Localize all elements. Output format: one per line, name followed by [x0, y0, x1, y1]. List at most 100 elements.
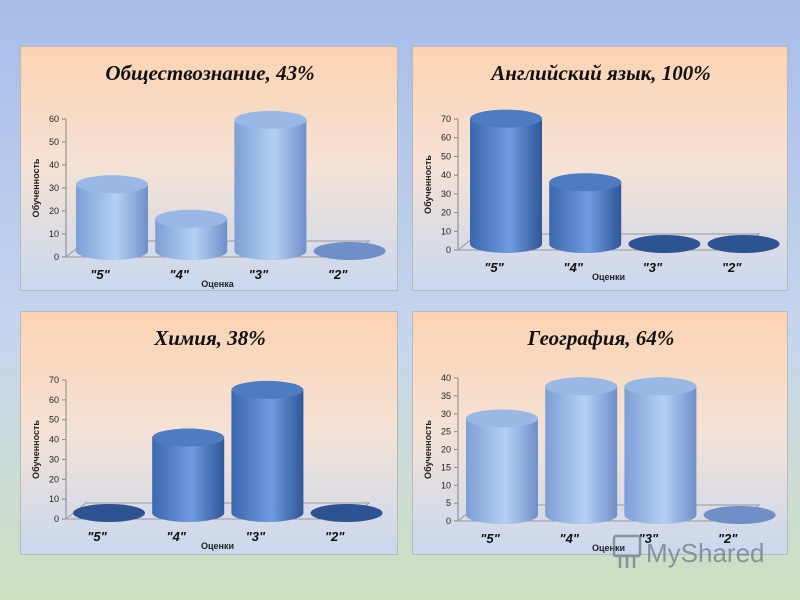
- x-tick-label: "3": [246, 529, 266, 544]
- bar-zero-disc: [628, 235, 701, 253]
- bar-body: [549, 182, 622, 253]
- bar-top: [624, 377, 697, 396]
- presentation-icon: [612, 534, 642, 568]
- y-tick-label: 20: [441, 208, 451, 218]
- y-tick-label: 20: [441, 445, 451, 455]
- bar: [624, 377, 697, 524]
- y-axis-label: Обученность: [31, 420, 41, 479]
- watermark: MyShared: [612, 534, 765, 568]
- bar: [234, 110, 307, 261]
- x-axis-label: Оценки: [592, 272, 625, 282]
- y-axis-label: Обученность: [423, 155, 433, 214]
- bar-body: [234, 119, 307, 261]
- chart-title: Английский язык, 100%: [489, 61, 711, 85]
- y-tick-label: 5: [446, 498, 451, 508]
- y-tick-label: 60: [441, 133, 451, 143]
- bar-top: [76, 175, 148, 194]
- y-tick-label: 10: [441, 226, 451, 236]
- x-tick-label: "5": [480, 531, 500, 546]
- y-tick-label: 20: [49, 474, 59, 484]
- bar-body: [76, 184, 148, 260]
- y-tick-label: 10: [49, 494, 59, 504]
- bar-top: [545, 377, 618, 396]
- chart-title: География, 64%: [527, 326, 675, 350]
- chart-svg-geography: География, 64% 0 5 10 15 20 25 30 35 40 Обученност…: [423, 326, 776, 553]
- x-tick-label: "5": [484, 260, 504, 275]
- bar: [152, 428, 225, 522]
- bar-zero-disc: [707, 235, 780, 253]
- bar: [313, 242, 386, 260]
- bar-body: [545, 386, 618, 524]
- bar-body: [152, 437, 225, 522]
- y-tick-label: 0: [446, 516, 451, 526]
- y-tick-label: 10: [49, 229, 59, 239]
- y-tick-label: 30: [441, 189, 451, 199]
- bar: [310, 504, 383, 522]
- y-tick-label: 20: [49, 206, 59, 216]
- y-tick-label: 0: [446, 245, 451, 255]
- bar-top: [234, 110, 307, 129]
- bar: [628, 235, 701, 253]
- x-tick-label: "2": [328, 267, 348, 282]
- y-axis-label: Обученность: [31, 158, 41, 217]
- bar: [703, 506, 776, 524]
- bar-zero-disc: [313, 242, 386, 260]
- bar-top: [466, 409, 538, 428]
- chart-svg-english: Английский язык, 100% 0 10 20 30 40 50 60 70 Обуч…: [423, 61, 780, 282]
- chart-svg-chemistry: Химия, 38% 0 10 20 30 40 50 60 70 Обученность "5" "…: [31, 326, 383, 551]
- chart-panel-geography: География, 64% 0 5 10 15 20 25 30 35 40 Обученност…: [412, 311, 788, 555]
- bar-body: [624, 386, 697, 524]
- y-tick-label: 70: [49, 375, 59, 385]
- y-tick-label: 50: [49, 415, 59, 425]
- bar-zero-disc: [310, 504, 383, 522]
- y-tick-label: 40: [441, 170, 451, 180]
- bar-zero-disc: [73, 504, 145, 522]
- bar: [76, 175, 148, 260]
- y-tick-label: 0: [54, 252, 59, 262]
- y-tick-label: 30: [49, 183, 59, 193]
- y-tick-label: 40: [49, 435, 59, 445]
- x-tick-label: "4": [559, 531, 579, 546]
- y-tick-label: 15: [441, 462, 451, 472]
- bar: [707, 235, 780, 253]
- x-axis-label: Оценка: [201, 279, 234, 289]
- x-tick-label: "2": [722, 260, 742, 275]
- x-tick-label: "4": [169, 267, 189, 282]
- bar: [549, 173, 622, 253]
- y-tick-label: 0: [54, 514, 59, 524]
- y-tick-label: 60: [49, 395, 59, 405]
- y-tick-label: 30: [441, 409, 451, 419]
- bar-body: [466, 418, 538, 524]
- y-tick-label: 30: [49, 454, 59, 464]
- chart-title: Обществознание, 43%: [105, 61, 314, 85]
- x-tick-label: "3": [249, 267, 269, 282]
- x-tick-label: "4": [563, 260, 583, 275]
- y-tick-label: 60: [49, 114, 59, 124]
- y-tick-label: 40: [49, 160, 59, 170]
- chart-panel-english: Английский язык, 100% 0 10 20 30 40 50 60 70 Обуч…: [412, 46, 788, 291]
- bar: [470, 109, 542, 253]
- x-tick-label: "4": [166, 529, 186, 544]
- x-tick-label: "5": [90, 267, 110, 282]
- bar-body: [155, 218, 228, 260]
- bar: [545, 377, 618, 524]
- chart-svg-social: Обществознание, 43% 0 10 20 30 40 50 60 Обученно…: [31, 61, 386, 289]
- x-axis-label: Оценки: [592, 543, 625, 553]
- chart-panel-social: Обществознание, 43% 0 10 20 30 40 50 60 Обученно…: [20, 46, 398, 291]
- y-tick-label: 70: [441, 114, 451, 124]
- y-tick-label: 50: [49, 137, 59, 147]
- bar-body: [231, 389, 304, 522]
- bar-top: [470, 109, 542, 128]
- bar: [155, 209, 228, 260]
- watermark-text: MyShared: [646, 538, 765, 568]
- bar-top: [152, 428, 225, 447]
- y-tick-label: 50: [441, 151, 451, 161]
- y-tick-label: 10: [441, 480, 451, 490]
- y-tick-label: 40: [441, 373, 451, 383]
- chart-title: Химия, 38%: [153, 326, 266, 350]
- bar-body: [470, 118, 542, 253]
- bar-top: [155, 209, 228, 228]
- bar-top: [549, 173, 622, 192]
- bar: [231, 380, 304, 522]
- bar: [466, 409, 538, 524]
